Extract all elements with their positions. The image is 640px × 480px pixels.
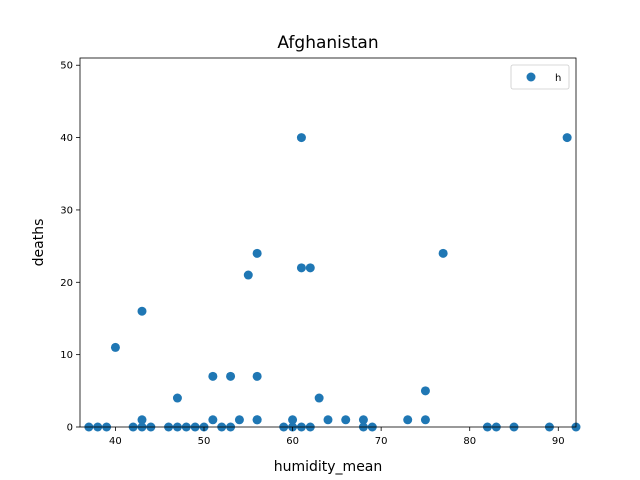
data-point [296,133,306,143]
x-axis-label: humidity_mean [274,459,383,475]
data-point [438,248,448,258]
data-point [314,393,324,403]
data-points [84,133,581,432]
y-tick-label: 30 [60,205,73,216]
data-point [137,306,147,316]
data-point [420,415,430,425]
data-point [562,133,572,143]
data-point [137,415,147,425]
data-point [226,371,236,381]
data-point [323,415,333,425]
data-point [208,415,218,425]
data-point [234,415,244,425]
y-axis-label: deaths [31,219,47,267]
chart-title: Afghanistan [277,33,378,53]
legend-marker [526,72,536,82]
y-tick-label: 40 [60,133,73,144]
data-point [296,263,306,273]
y-tick-label: 10 [60,350,73,361]
data-point [358,415,368,425]
data-point [110,342,120,352]
x-tick-label: 70 [375,436,388,447]
x-tick-label: 60 [286,436,299,447]
plot-area [79,57,581,432]
data-point [172,393,182,403]
data-point [252,415,262,425]
data-point [208,371,218,381]
y-tick-label: 50 [60,61,73,72]
x-axis: 40 50 60 70 80 90 [109,427,565,447]
legend-label: h [555,73,561,84]
legend-box [510,64,570,90]
axes-frame [79,57,577,428]
data-point [420,386,430,396]
data-point [305,263,315,273]
y-tick-label: 20 [60,278,73,289]
data-point [403,415,413,425]
data-point [341,415,351,425]
data-point [243,270,253,280]
x-tick-label: 50 [198,436,211,447]
legend: h [510,64,570,90]
y-tick-label: 0 [67,423,73,434]
x-tick-label: 40 [109,436,122,447]
data-point [252,248,262,258]
data-point [288,415,298,425]
x-tick-label: 80 [463,436,476,447]
x-tick-label: 90 [552,436,565,447]
y-axis: 0 10 20 30 40 50 [60,61,80,434]
data-point [252,371,262,381]
